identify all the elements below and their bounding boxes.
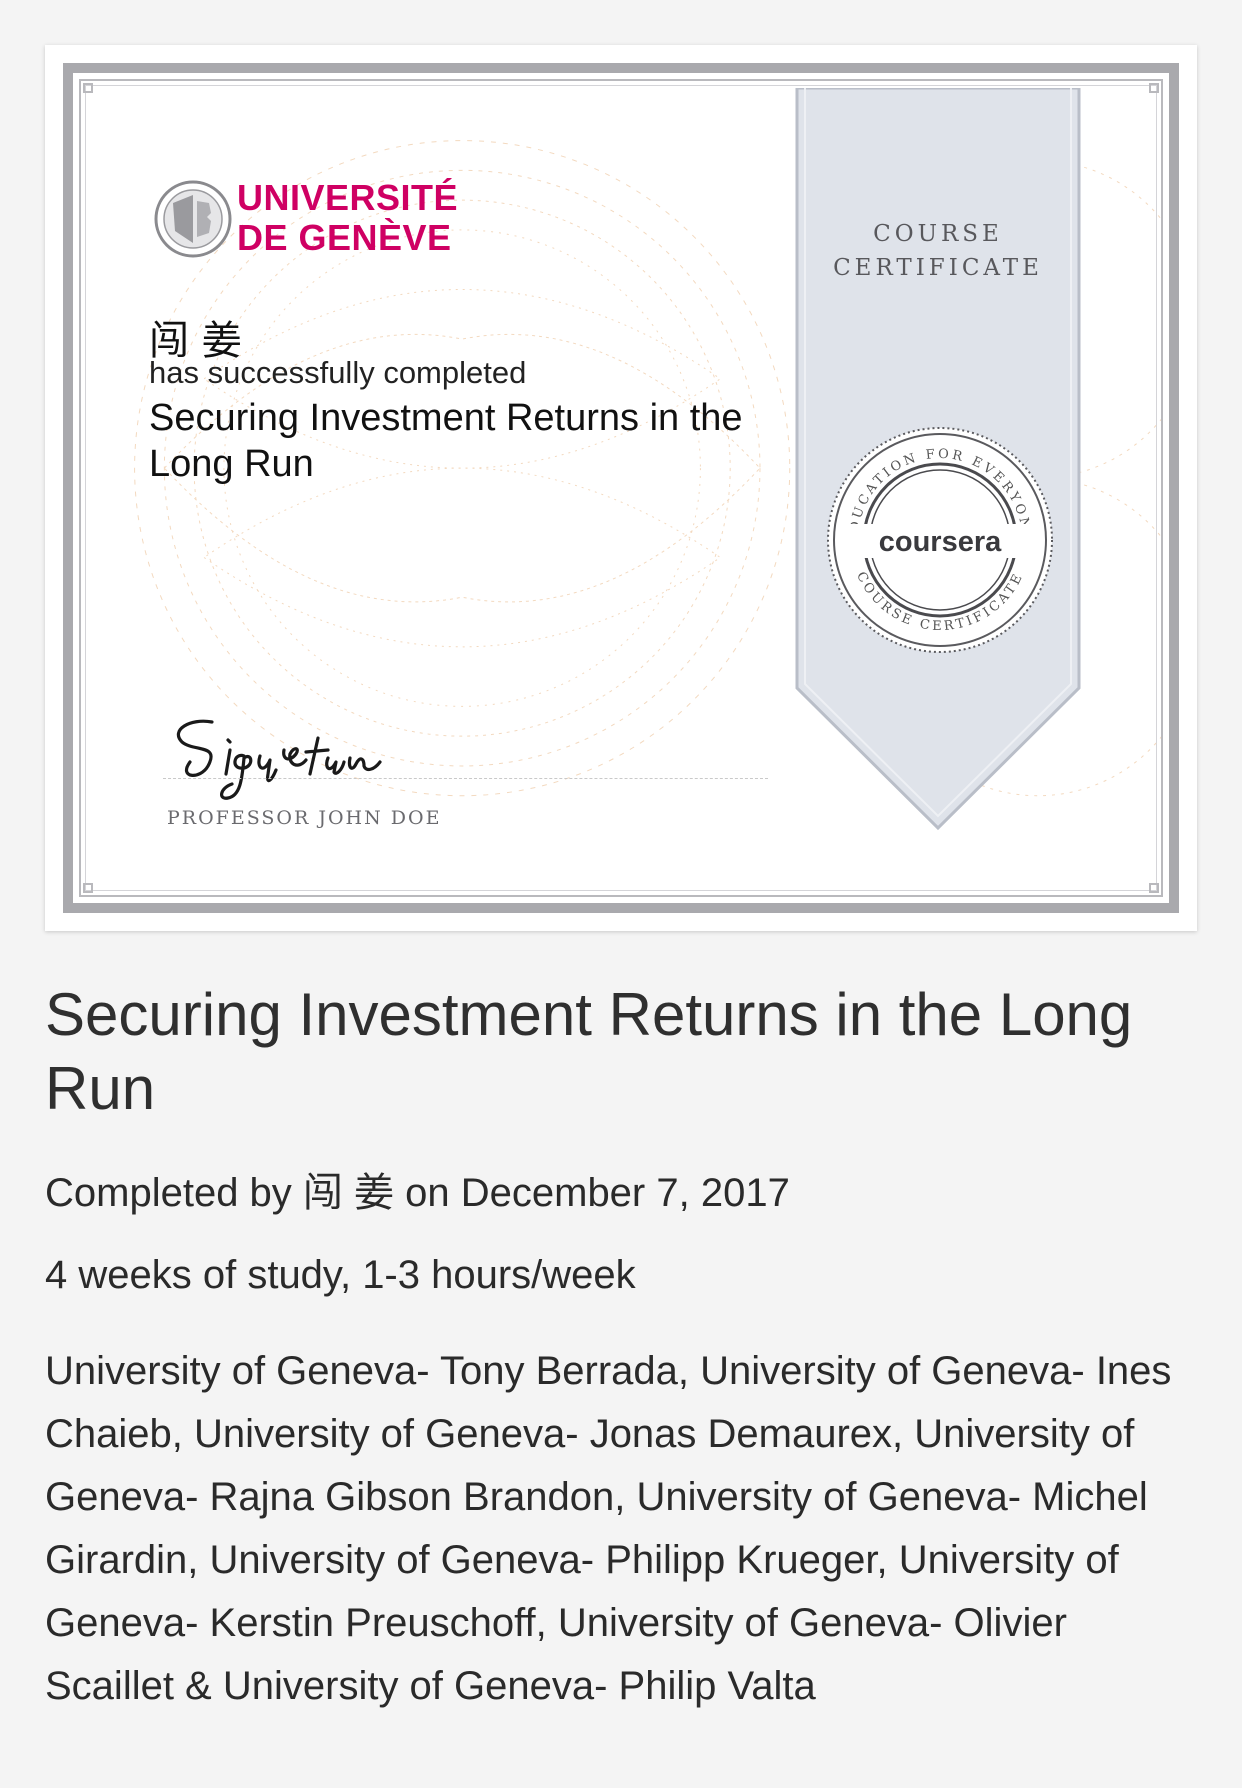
study-info: 4 weeks of study, 1-3 hours/week (45, 1253, 636, 1297)
certificate-card[interactable]: COURSE CERTIFICATE EDUCATION FOR EVERYON… (45, 45, 1197, 931)
corner-ornament (83, 883, 93, 893)
corner-ornament (83, 83, 93, 93)
corner-ornament (1149, 83, 1159, 93)
certificate-outer-border (63, 63, 1179, 913)
completion-statement: has successfully completed (149, 355, 527, 390)
coursera-seal-icon: EDUCATION FOR EVERYONE COURSE CERTIFICAT… (827, 427, 1053, 653)
page-title: Securing Investment Returns in the Long … (45, 981, 1133, 1122)
instructors-list: University of Geneva- Tony Berrada, Univ… (45, 1349, 1172, 1708)
university-name-line-1: UNIVERSITÉ (237, 177, 459, 218)
signature-image (176, 719, 382, 800)
signatory-name: PROFESSOR JOHN DOE (167, 807, 442, 829)
signature-line (163, 778, 768, 779)
completion-info: Completed by 闯 姜 on December 7, 2017 (45, 1171, 790, 1215)
guilloche-background (134, 140, 1161, 797)
certificate-course-title: Securing Investment Returns in the Long … (149, 397, 743, 485)
ribbon-line-2: CERTIFICATE (833, 255, 1043, 281)
learner-name: 闯 姜 (149, 318, 242, 364)
seal-brand: coursera (879, 526, 1002, 558)
corner-ornament (1149, 883, 1159, 893)
university-name-line-2: DE GENÈVE (237, 217, 452, 258)
ribbon-line-1: COURSE (873, 221, 1003, 247)
university-logo-icon (154, 180, 232, 258)
